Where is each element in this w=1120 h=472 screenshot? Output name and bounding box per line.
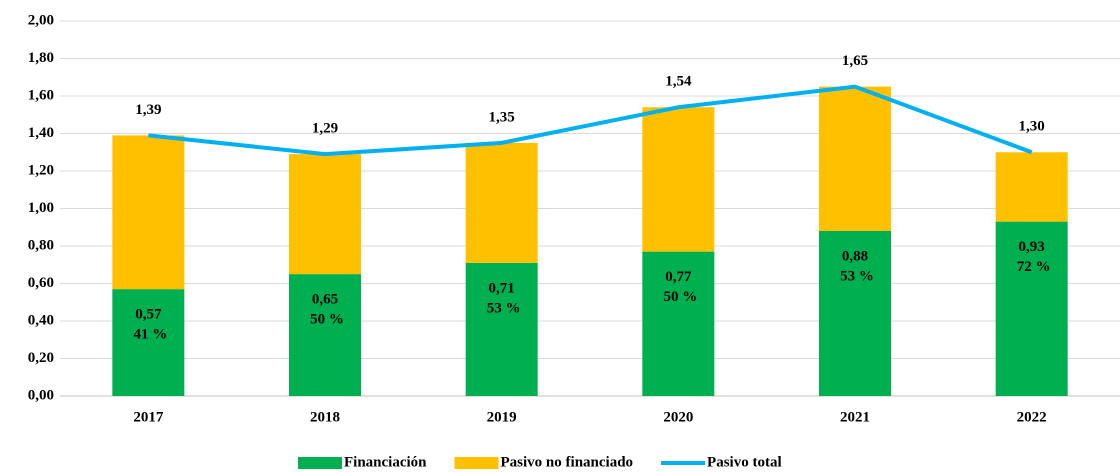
bar-segment bbox=[112, 135, 185, 290]
legend-label: Pasivo total bbox=[707, 454, 782, 470]
bar-segment bbox=[289, 274, 361, 396]
bar-segment bbox=[465, 262, 538, 396]
x-tick-label: 2021 bbox=[840, 409, 870, 425]
data-label: 1,65 bbox=[842, 53, 868, 69]
data-label: 0,57 bbox=[135, 307, 162, 323]
x-tick-label: 2022 bbox=[1017, 409, 1047, 425]
bar-segment bbox=[995, 221, 1068, 396]
y-tick-label: 0,00 bbox=[28, 387, 54, 403]
y-tick-label: 1,20 bbox=[28, 162, 54, 178]
data-label: 0,65 bbox=[312, 292, 338, 308]
y-tick-label: 1,00 bbox=[28, 200, 54, 216]
bar-segment bbox=[465, 142, 538, 263]
legend-label: Pasivo no financiado bbox=[501, 454, 634, 470]
y-tick-label: 1,40 bbox=[28, 125, 54, 141]
data-label: 0,93 bbox=[1019, 239, 1045, 255]
data-label: 1,39 bbox=[135, 102, 161, 118]
data-label: 0,71 bbox=[489, 280, 515, 296]
legend-swatch bbox=[298, 457, 342, 469]
y-tick-label: 0,60 bbox=[28, 275, 54, 291]
data-label: 0,88 bbox=[842, 248, 868, 264]
y-tick-label: 1,80 bbox=[28, 50, 54, 66]
y-tick-label: 0,40 bbox=[28, 312, 54, 328]
share-label: 72 % bbox=[1017, 259, 1051, 275]
x-tick-label: 2017 bbox=[133, 409, 164, 425]
x-tick-label: 2019 bbox=[487, 409, 517, 425]
share-label: 50 % bbox=[663, 289, 697, 305]
bar-segment bbox=[642, 251, 715, 396]
legend-swatch bbox=[454, 457, 499, 469]
y-tick-label: 0,20 bbox=[28, 350, 54, 366]
y-tick-label: 2,00 bbox=[28, 12, 54, 28]
data-label: 1,54 bbox=[665, 74, 692, 90]
share-label: 50 % bbox=[310, 312, 344, 328]
bar-segment bbox=[819, 231, 891, 396]
x-tick-label: 2018 bbox=[310, 409, 340, 425]
share-label: 53 % bbox=[487, 300, 521, 316]
bar-segment bbox=[819, 86, 891, 231]
y-tick-label: 0,80 bbox=[28, 237, 54, 253]
share-label: 53 % bbox=[840, 268, 874, 284]
bar-segment bbox=[112, 289, 185, 396]
share-label: 41 % bbox=[133, 327, 167, 343]
bar-segment bbox=[289, 154, 361, 275]
line-series bbox=[148, 84, 1033, 157]
bar-segment bbox=[995, 152, 1068, 222]
legend-label: Financiación bbox=[344, 454, 427, 470]
y-tick-label: 1,60 bbox=[28, 87, 54, 103]
data-label: 1,35 bbox=[489, 109, 515, 125]
data-label: 1,30 bbox=[1019, 119, 1045, 135]
data-label: 1,29 bbox=[312, 121, 338, 137]
x-tick-label: 2020 bbox=[663, 409, 693, 425]
data-label: 0,77 bbox=[665, 269, 692, 285]
bar-segment bbox=[642, 107, 715, 252]
